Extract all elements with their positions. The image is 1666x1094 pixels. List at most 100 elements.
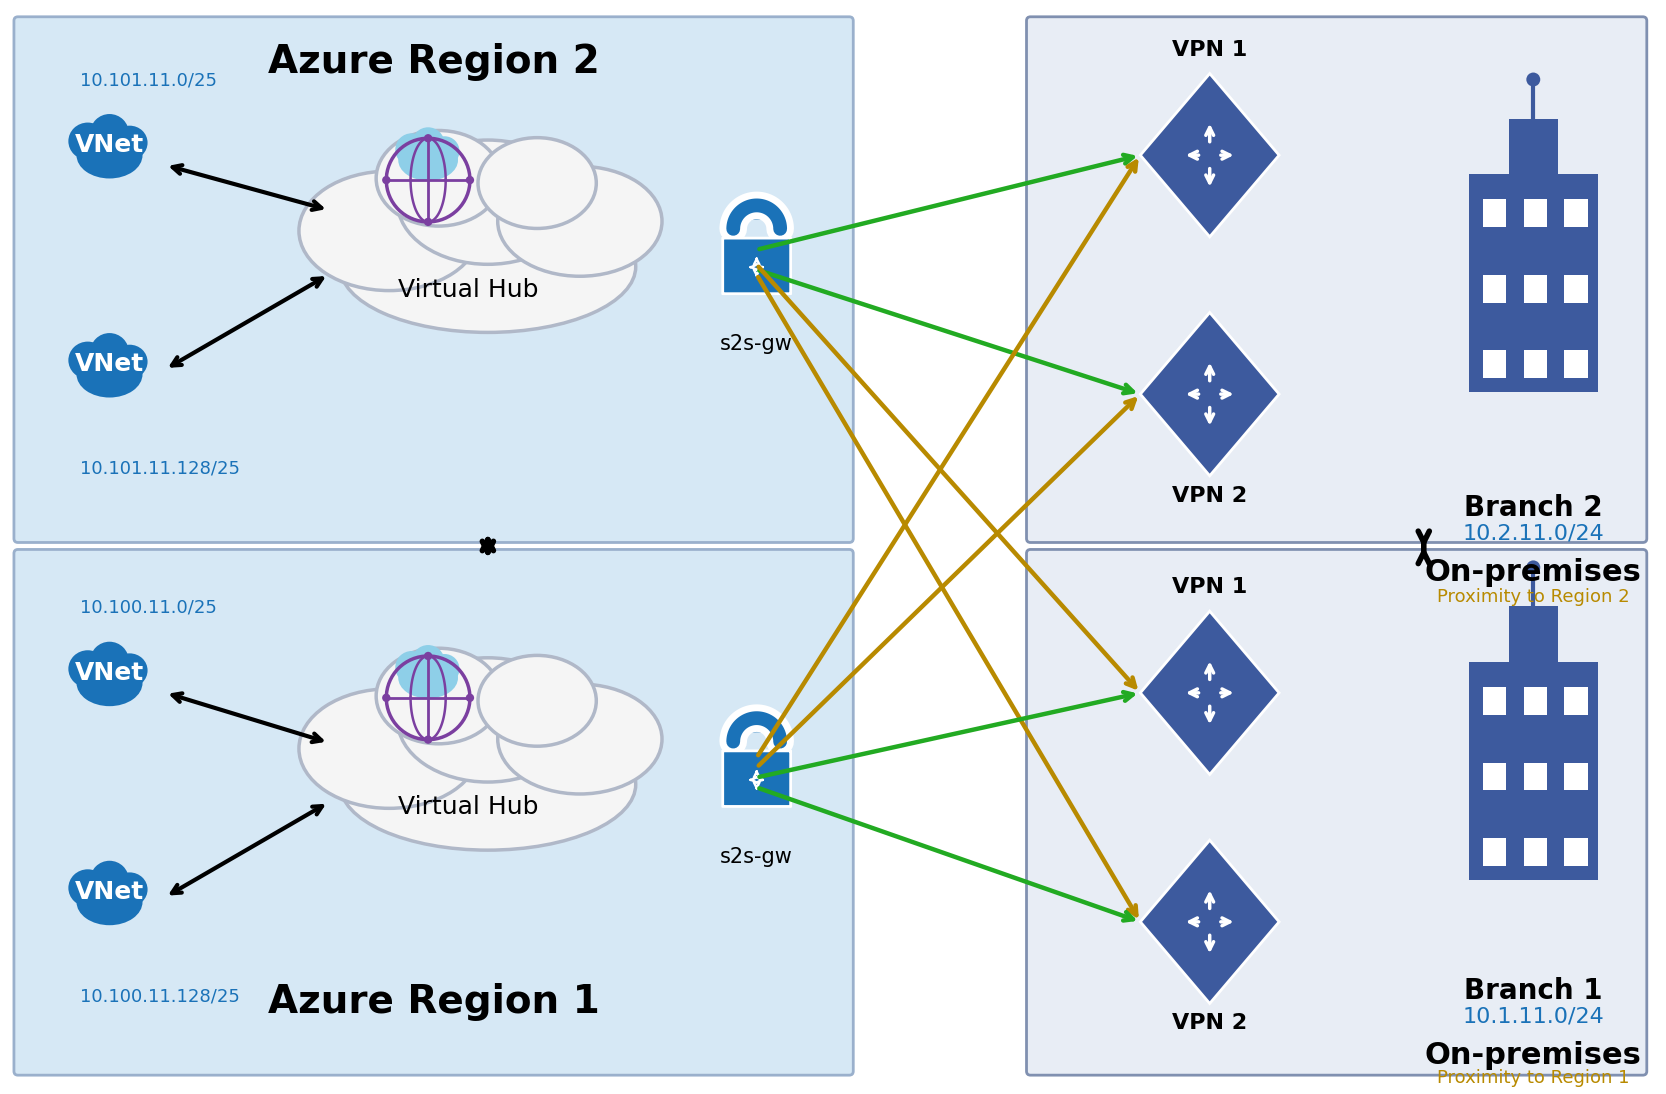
Polygon shape [733,206,780,229]
Text: VNet: VNet [75,352,145,376]
Ellipse shape [112,345,148,379]
Bar [1468,662,1598,880]
Ellipse shape [340,201,636,333]
Bar [1483,275,1506,303]
Ellipse shape [430,137,460,166]
Bar [1524,763,1548,790]
Ellipse shape [498,684,661,794]
Text: Virtual Hub: Virtual Hub [398,795,538,819]
Text: VPN 1: VPN 1 [1173,578,1248,597]
Bar [1524,350,1548,377]
Text: 10.100.11.128/25: 10.100.11.128/25 [80,988,240,1005]
Ellipse shape [398,140,458,181]
Polygon shape [1140,612,1279,775]
Text: VNet: VNet [75,880,145,904]
Polygon shape [1140,840,1279,1003]
FancyBboxPatch shape [1026,16,1646,543]
Ellipse shape [377,649,501,744]
Bar [1483,687,1506,715]
Polygon shape [733,718,780,742]
Text: 10.1.11.0/24: 10.1.11.0/24 [1463,1006,1604,1026]
Polygon shape [1140,73,1279,236]
FancyBboxPatch shape [13,16,853,543]
Text: Azure Region 1: Azure Region 1 [268,984,600,1022]
Bar [1509,118,1558,174]
Ellipse shape [77,351,143,397]
Circle shape [466,694,475,702]
Text: VNet: VNet [75,133,145,158]
Ellipse shape [412,127,445,160]
Bar [1564,199,1588,228]
Text: Proximity to Region 1: Proximity to Region 1 [1438,1069,1629,1087]
Ellipse shape [90,642,128,680]
Text: VNet: VNet [75,661,145,685]
Text: 10.101.11.128/25: 10.101.11.128/25 [80,459,240,478]
Text: 10.2.11.0/24: 10.2.11.0/24 [1463,524,1604,544]
Text: VPN 1: VPN 1 [1173,39,1248,59]
Text: s2s-gw: s2s-gw [720,847,793,868]
Ellipse shape [68,650,107,687]
Text: On-premises: On-premises [1424,558,1641,587]
Ellipse shape [398,657,578,782]
FancyBboxPatch shape [13,549,853,1075]
Ellipse shape [298,171,480,291]
Circle shape [382,176,390,184]
Ellipse shape [77,660,143,706]
Ellipse shape [298,689,480,808]
Bar [1564,687,1588,715]
Bar [1483,350,1506,377]
Circle shape [423,135,431,142]
Bar [1483,838,1506,865]
Ellipse shape [90,333,128,372]
Ellipse shape [430,654,460,684]
Text: Azure Region 2: Azure Region 2 [268,43,600,81]
Ellipse shape [498,166,661,277]
Circle shape [423,735,431,744]
Bar [1483,763,1506,790]
Circle shape [1526,560,1541,574]
Bar [1483,199,1506,228]
Ellipse shape [68,123,107,160]
FancyBboxPatch shape [723,750,791,806]
Text: VPN 2: VPN 2 [1173,1013,1248,1034]
Ellipse shape [90,114,128,153]
Text: Proximity to Region 2: Proximity to Region 2 [1438,589,1629,606]
Ellipse shape [77,132,143,178]
Bar [1564,838,1588,865]
Ellipse shape [112,653,148,687]
Text: 10.101.11.0/25: 10.101.11.0/25 [80,71,217,90]
Circle shape [466,176,475,184]
Ellipse shape [412,645,445,678]
Ellipse shape [90,861,128,899]
Ellipse shape [68,870,107,907]
Text: VPN 2: VPN 2 [1173,486,1248,505]
Polygon shape [1140,313,1279,476]
FancyBboxPatch shape [1026,549,1646,1075]
Ellipse shape [77,878,143,926]
Text: Branch 2: Branch 2 [1464,493,1603,522]
Ellipse shape [395,133,428,166]
Text: 10.100.11.0/25: 10.100.11.0/25 [80,598,217,617]
Bar [1564,763,1588,790]
Ellipse shape [478,655,596,746]
Circle shape [423,652,431,660]
Ellipse shape [112,126,148,160]
Bar [1564,275,1588,303]
Text: s2s-gw: s2s-gw [720,335,793,354]
Bar [1564,350,1588,377]
Circle shape [382,694,390,702]
Ellipse shape [395,651,428,684]
Bar [1524,275,1548,303]
Ellipse shape [478,138,596,229]
Circle shape [1526,72,1541,86]
Ellipse shape [398,657,458,698]
Bar [1524,199,1548,228]
FancyBboxPatch shape [723,238,791,293]
Bar [1524,838,1548,865]
Ellipse shape [398,140,578,265]
Ellipse shape [112,872,148,907]
Ellipse shape [68,341,107,379]
Text: On-premises: On-premises [1424,1041,1641,1070]
Bar [1509,606,1558,662]
Circle shape [423,218,431,226]
